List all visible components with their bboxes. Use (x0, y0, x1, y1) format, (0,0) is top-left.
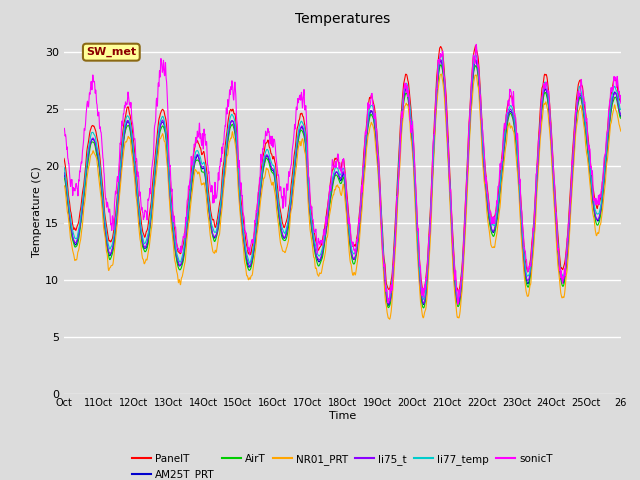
Text: SW_met: SW_met (86, 47, 136, 57)
X-axis label: Time: Time (329, 411, 356, 421)
Legend: PanelT, AM25T_PRT, AirT, NR01_PRT, li75_t, li77_temp, sonicT: PanelT, AM25T_PRT, AirT, NR01_PRT, li75_… (128, 450, 557, 480)
Title: Temperatures: Temperatures (295, 12, 390, 26)
Y-axis label: Temperature (C): Temperature (C) (32, 166, 42, 257)
